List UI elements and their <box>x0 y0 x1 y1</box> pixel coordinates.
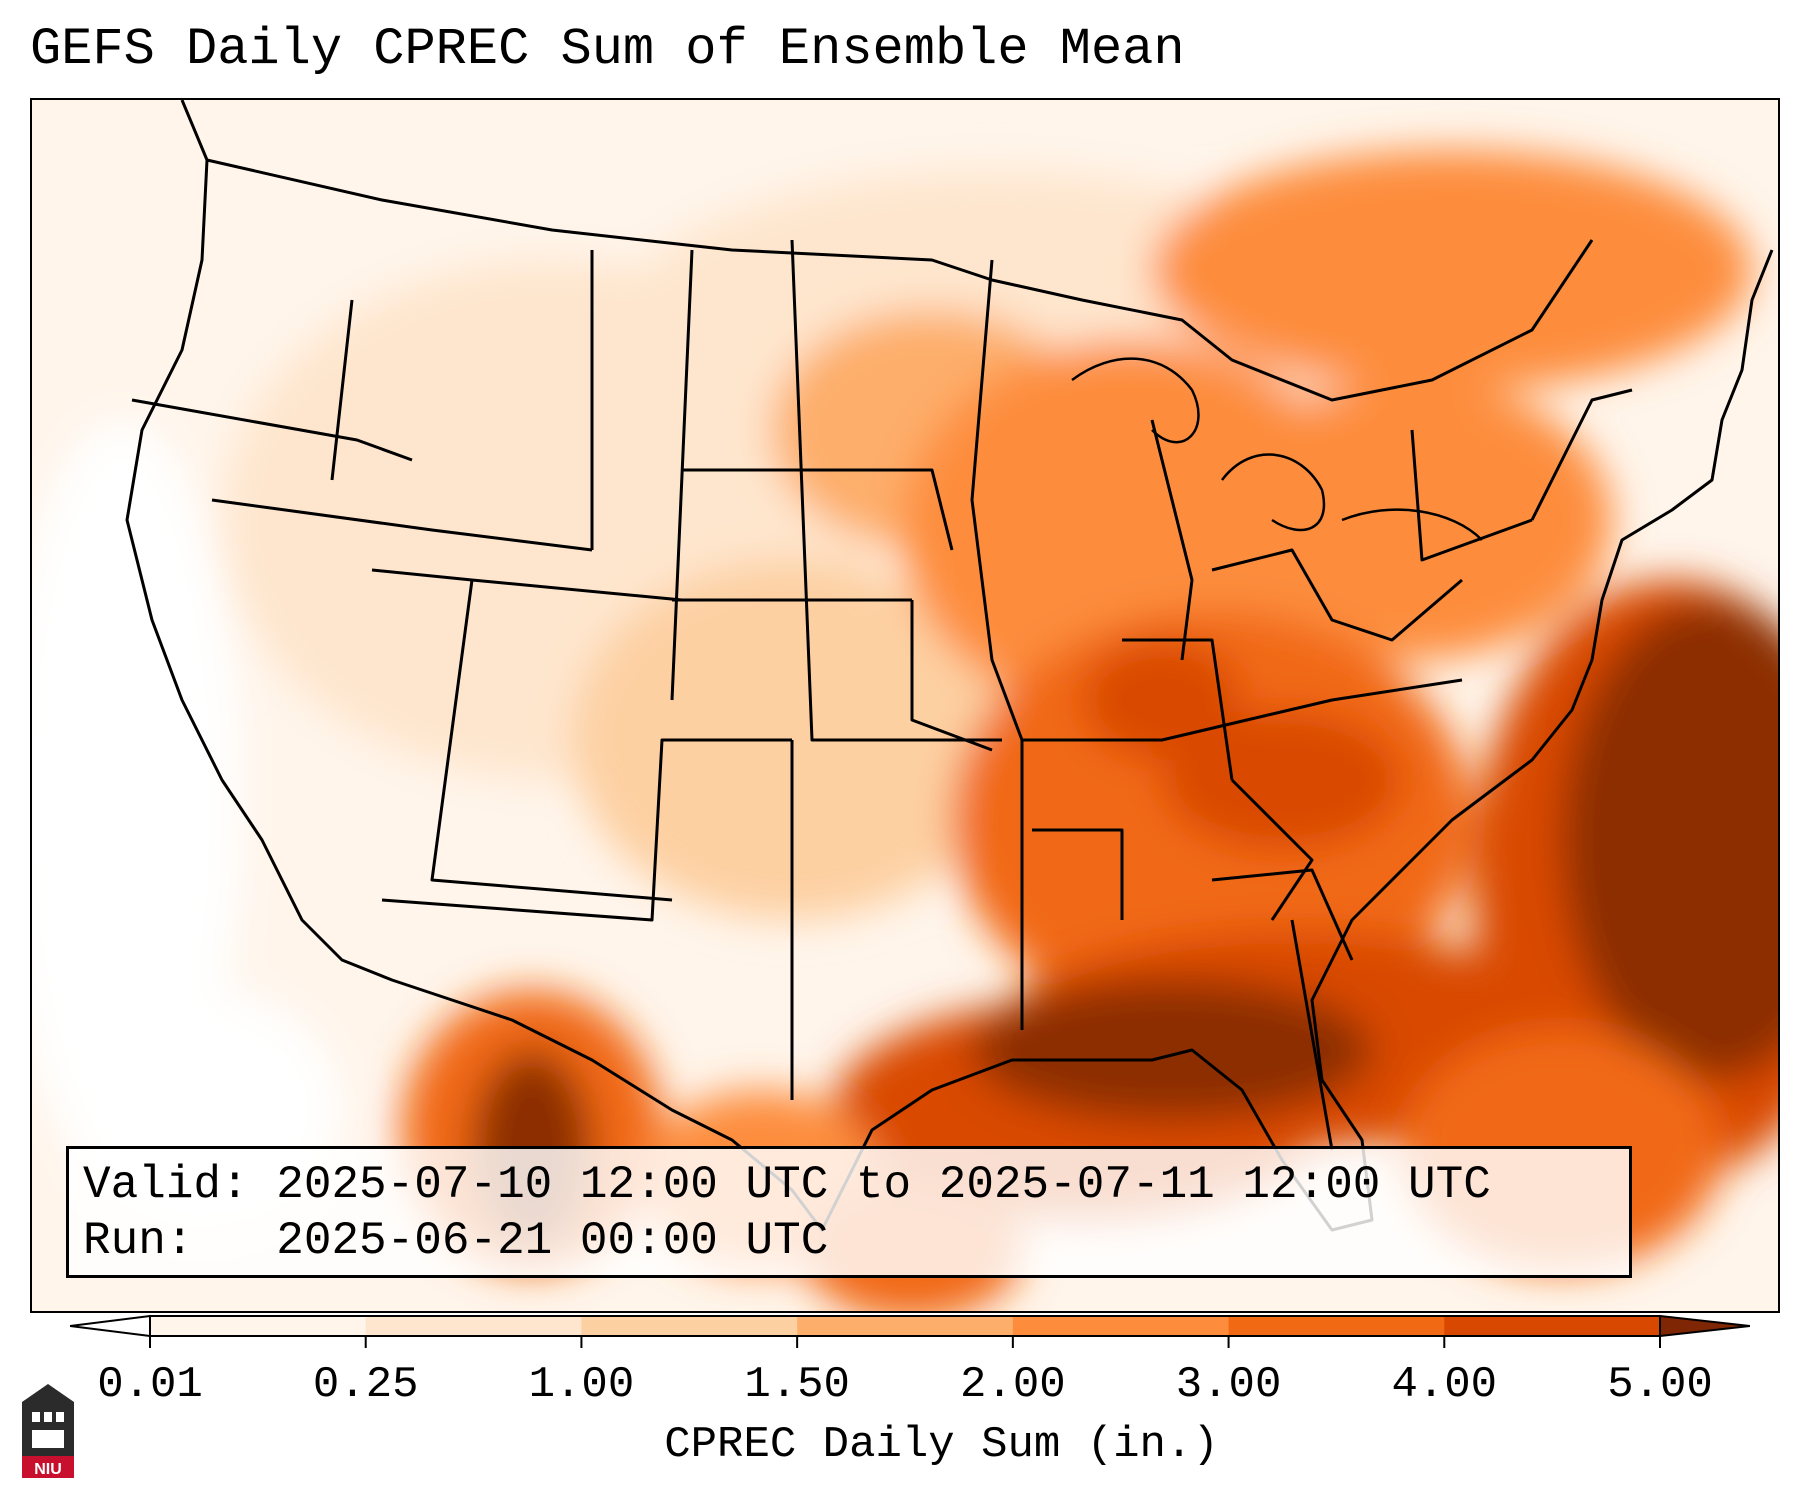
colorbar-tick-label: 2.00 <box>960 1360 1066 1410</box>
page-title: GEFS Daily CPREC Sum of Ensemble Mean <box>30 20 1185 79</box>
map-svg <box>32 100 1778 1311</box>
colorbar-segment <box>365 1316 582 1336</box>
colorbar-frame <box>149 1315 1661 1337</box>
valid-run-info-box: Valid: 2025-07-10 12:00 UTC to 2025-07-1… <box>66 1146 1632 1278</box>
colorbar-label: CPREC Daily Sum (in.) <box>664 1420 1219 1470</box>
colorbar-tick-label: 1.50 <box>744 1360 850 1410</box>
boundary-lines <box>125 100 1774 1232</box>
colorbar-tick-label: 1.00 <box>528 1360 635 1410</box>
valid-time-text: Valid: 2025-07-10 12:00 UTC to 2025-07-1… <box>83 1159 1491 1211</box>
logo-text: NIU <box>34 1461 62 1478</box>
lakes-outline <box>1071 357 1483 541</box>
colorbar-tick-label: 5.00 <box>1607 1360 1713 1410</box>
precipitation-map <box>30 98 1780 1313</box>
colorbar <box>70 1314 1750 1348</box>
colorbar-under-triangle <box>70 1314 151 1338</box>
colorbar-tick-label: 4.00 <box>1391 1360 1498 1410</box>
colorbar-over-triangle <box>1659 1314 1750 1338</box>
colorbar-segment <box>1012 1316 1230 1336</box>
niu-logo-icon: NIU <box>22 1384 74 1478</box>
colorbar-segment <box>1228 1316 1445 1336</box>
colorbar-segment <box>150 1316 367 1336</box>
colorbar-tick-label: 0.25 <box>312 1360 419 1410</box>
colorbar-segment <box>1444 1316 1661 1336</box>
run-time-text: Run: 2025-06-21 00:00 UTC <box>83 1215 829 1267</box>
colorbar-tick-label: 3.00 <box>1175 1360 1282 1410</box>
colorbar-tick-label: 0.01 <box>97 1360 203 1410</box>
colorbar-segments <box>150 1316 1661 1336</box>
colorbar-ticks <box>149 1336 1661 1348</box>
colorbar-segment <box>797 1316 1014 1336</box>
colorbar-segment <box>581 1316 798 1336</box>
